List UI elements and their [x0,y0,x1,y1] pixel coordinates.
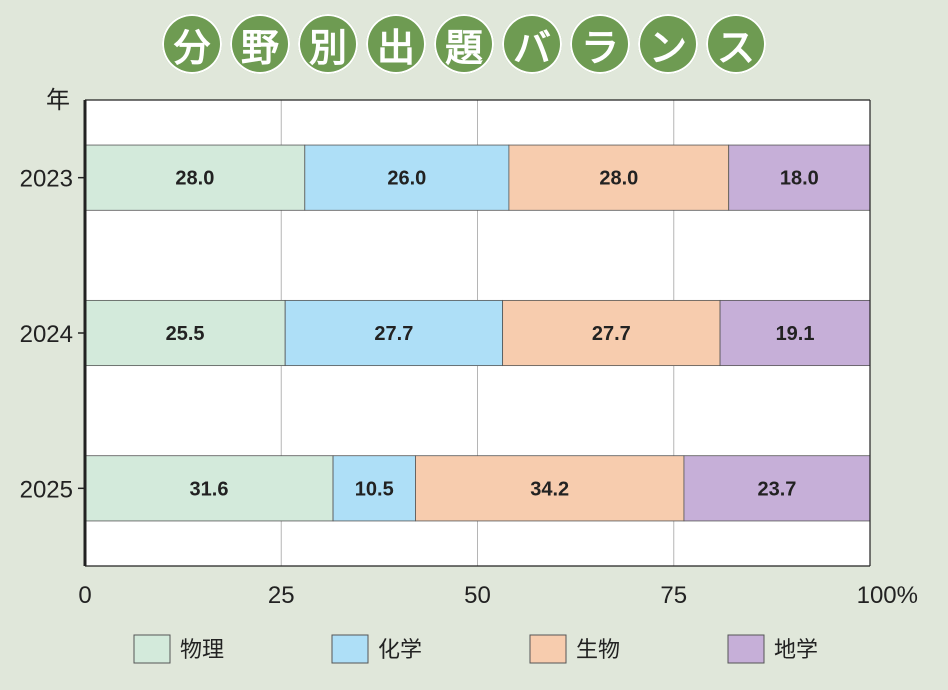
legend: 物理 化学 生物 地学 [133,634,818,664]
x-tick-label: 100% [857,582,918,609]
bar-segment [415,455,685,522]
bar-segment [84,299,286,367]
bar-segment [683,455,871,522]
y-tick-marks [78,176,85,490]
y-tick-label: 2025 [20,476,73,503]
bar-segment [719,299,871,367]
data-label: 28.0 [599,168,638,190]
x-tick-label: 75 [660,582,687,609]
bar-segment [84,455,334,522]
legend-label: 地学 [774,638,818,663]
title-char: 題 [434,14,494,74]
bar-segment [84,144,306,211]
bar-segment [508,144,730,211]
y-tick-labels: 2023 2024 2025 [20,166,73,504]
legend-label: 化学 [378,638,422,663]
bar-segment [502,299,721,367]
data-label: 25.5 [166,323,205,345]
title-char: 別 [298,14,358,74]
data-label: 26.0 [387,168,426,190]
y-tick-label: 2023 [20,166,73,193]
legend-swatch [529,634,567,664]
bar-segment [728,144,871,211]
data-label: 10.5 [355,478,394,500]
title-char: 分 [162,14,222,74]
title-char: ラ [570,14,630,74]
data-label: 18.0 [780,168,819,190]
bar-segment [284,299,504,367]
data-label: 23.7 [758,478,797,500]
data-label: 27.7 [374,323,413,345]
bar-segment [332,455,416,522]
title-char: 野 [230,14,290,74]
x-tick-label: 50 [464,582,491,609]
y-tick-label: 2024 [20,321,73,348]
title-char: ス [706,14,766,74]
data-label: 34.2 [530,478,569,500]
chart-title: 分野別出題バランス [162,14,766,76]
x-tick-labels: 0 25 50 75 100% [78,582,918,609]
bar-segment [304,144,510,211]
legend-label: 物理 [180,638,224,663]
data-label: 28.0 [175,168,214,190]
legend-swatch [331,634,369,664]
title-char: ン [638,14,698,74]
legend-swatch [727,634,765,664]
y-axis-label: 年 [46,87,70,114]
bars: 28.0 26.0 28.0 18.0 25.5 27.7 27.7 19.1 31.6 10.5… [84,144,871,522]
data-label: 19.1 [776,323,815,345]
x-tick-label: 25 [268,582,295,609]
legend-swatch [133,634,171,664]
data-label: 27.7 [592,323,631,345]
x-tick-label: 0 [78,582,91,609]
data-label: 31.6 [190,478,229,500]
title-char: 出 [366,14,426,74]
legend-label: 生物 [576,638,620,663]
title-char: バ [502,14,562,74]
